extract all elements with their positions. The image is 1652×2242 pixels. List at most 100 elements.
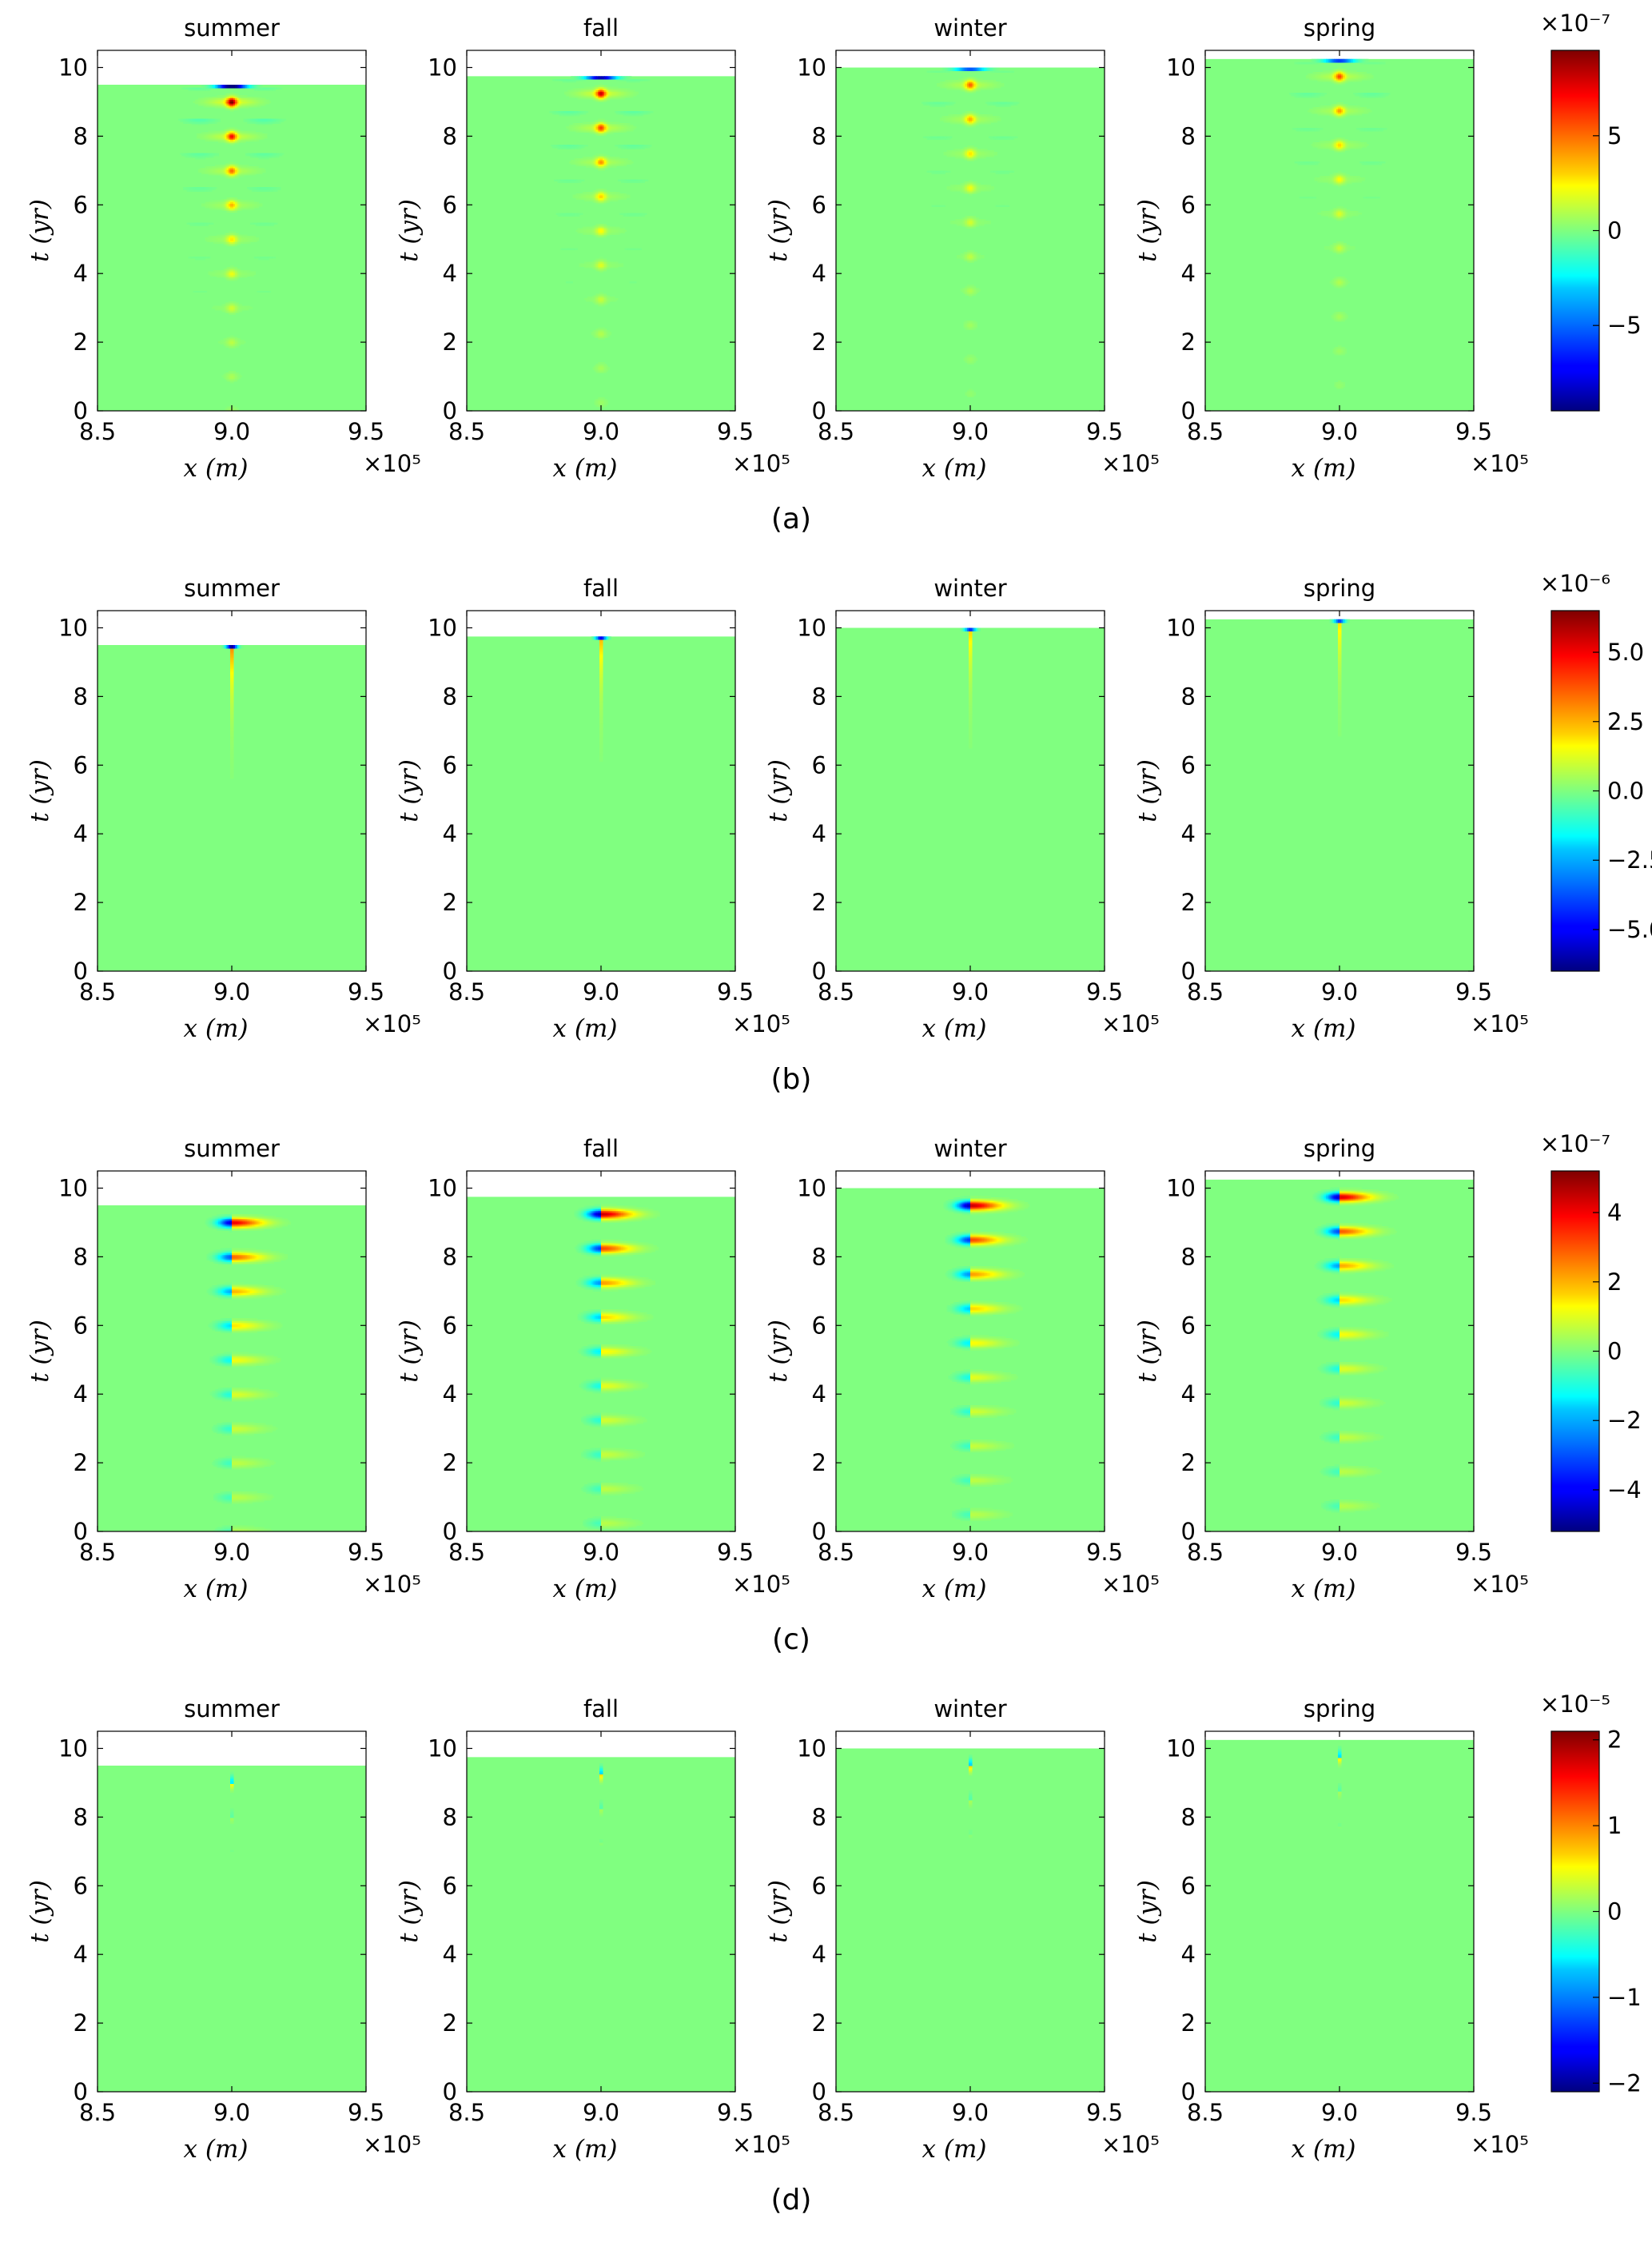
heatmap-cell <box>273 257 277 259</box>
heatmap-cell <box>584 263 587 265</box>
heatmap-cell <box>626 194 629 197</box>
heatmap-cell <box>624 90 627 92</box>
heatmap-cell <box>267 155 269 158</box>
heatmap-cell <box>611 265 614 267</box>
heatmap-cell <box>225 338 228 340</box>
heatmap-cell <box>957 256 959 259</box>
heatmap-cell <box>582 159 585 162</box>
heatmap-cell <box>599 362 602 364</box>
heatmap-cell <box>970 323 973 326</box>
heatmap-cell <box>206 96 209 99</box>
heatmap-cell <box>601 332 603 334</box>
heatmap-cell <box>240 207 243 210</box>
heatmap-cell <box>611 159 614 162</box>
heatmap-cell <box>559 213 562 216</box>
heatmap-cell <box>972 292 974 295</box>
heatmap-cell <box>211 84 214 87</box>
heatmap-cell <box>623 231 625 233</box>
heatmap-cell <box>607 333 611 336</box>
heatmap-cell <box>215 130 217 133</box>
heatmap-cell <box>237 238 239 241</box>
heatmap-cell <box>597 332 600 334</box>
heatmap-cell <box>250 86 253 89</box>
heatmap-cell <box>275 118 278 121</box>
heatmap-cell <box>226 206 229 209</box>
heatmap-cell <box>203 222 205 225</box>
heatmap-cell <box>624 76 627 78</box>
heatmap-cell <box>604 329 607 331</box>
heatmap-cell <box>188 222 191 225</box>
heatmap-cell <box>233 311 236 314</box>
heatmap-cell <box>621 197 623 200</box>
heatmap-cell <box>206 104 209 106</box>
heatmap-cell <box>246 154 249 157</box>
heatmap-cell <box>233 380 236 382</box>
heatmap-cell <box>595 295 599 297</box>
heatmap-cell <box>626 126 629 129</box>
heatmap-cell <box>629 159 632 162</box>
heatmap-cell <box>612 265 615 267</box>
heatmap-cell <box>604 201 607 203</box>
heatmap-cell <box>575 214 579 217</box>
heatmap-cell <box>246 173 249 176</box>
heatmap-cell <box>595 78 599 80</box>
heatmap-cell <box>253 86 256 89</box>
heatmap-cell <box>601 193 603 196</box>
heatmap-cell <box>191 123 194 125</box>
heatmap-cell <box>609 88 612 90</box>
heatmap-cell <box>223 141 226 143</box>
heatmap-cell <box>594 129 597 132</box>
heatmap-cell <box>587 196 590 199</box>
heatmap-cell <box>257 84 260 87</box>
heatmap-cell <box>228 409 231 411</box>
heatmap-cell <box>575 113 579 117</box>
heatmap-cell <box>232 305 234 308</box>
heatmap-cell <box>619 228 622 231</box>
heatmap-cell <box>228 98 231 101</box>
heatmap-cell <box>604 332 607 334</box>
heatmap-cell <box>968 293 971 297</box>
heatmap-cell <box>235 238 237 241</box>
heatmap-cell <box>647 79 651 82</box>
heatmap-cell <box>241 94 245 98</box>
heatmap-cell <box>250 133 253 136</box>
heatmap-cell <box>627 125 631 127</box>
heatmap-cell <box>261 104 265 106</box>
heatmap-cell <box>623 194 625 197</box>
heatmap-cell <box>240 234 243 237</box>
heatmap-cell <box>200 290 202 293</box>
heatmap-cell <box>611 125 614 127</box>
heatmap-cell <box>257 99 260 102</box>
heatmap-cell <box>621 179 623 182</box>
heatmap-cell <box>603 159 605 162</box>
heatmap-cell <box>607 194 611 197</box>
heatmap-cell <box>611 91 614 94</box>
heatmap-cell <box>205 86 208 89</box>
heatmap-cell <box>587 94 590 97</box>
heatmap-cell <box>595 199 599 201</box>
heatmap-cell <box>232 233 234 235</box>
heatmap-cell <box>228 136 231 139</box>
heatmap-cell <box>612 263 615 265</box>
heatmap-cell <box>636 80 639 83</box>
heatmap-cell <box>267 118 269 121</box>
heatmap-cell <box>228 161 231 164</box>
heatmap-cell <box>189 155 193 158</box>
heatmap-cell <box>226 311 229 314</box>
heatmap-cell <box>582 196 585 199</box>
heatmap-cell <box>641 181 644 184</box>
heatmap-cell <box>955 220 957 223</box>
heatmap-cell <box>606 368 608 371</box>
heatmap-cell <box>612 164 615 167</box>
heatmap-cell <box>595 368 599 371</box>
heatmap-cell <box>599 369 602 372</box>
heatmap-cell <box>592 300 595 302</box>
heatmap-cell <box>232 198 234 201</box>
heatmap-cell <box>567 179 570 182</box>
heatmap-cell <box>218 201 221 204</box>
heatmap-cell <box>263 120 266 122</box>
heatmap-cell <box>592 333 595 336</box>
heatmap-cell <box>235 408 237 410</box>
heatmap-cell <box>601 100 603 103</box>
heatmap-cell <box>627 111 631 113</box>
